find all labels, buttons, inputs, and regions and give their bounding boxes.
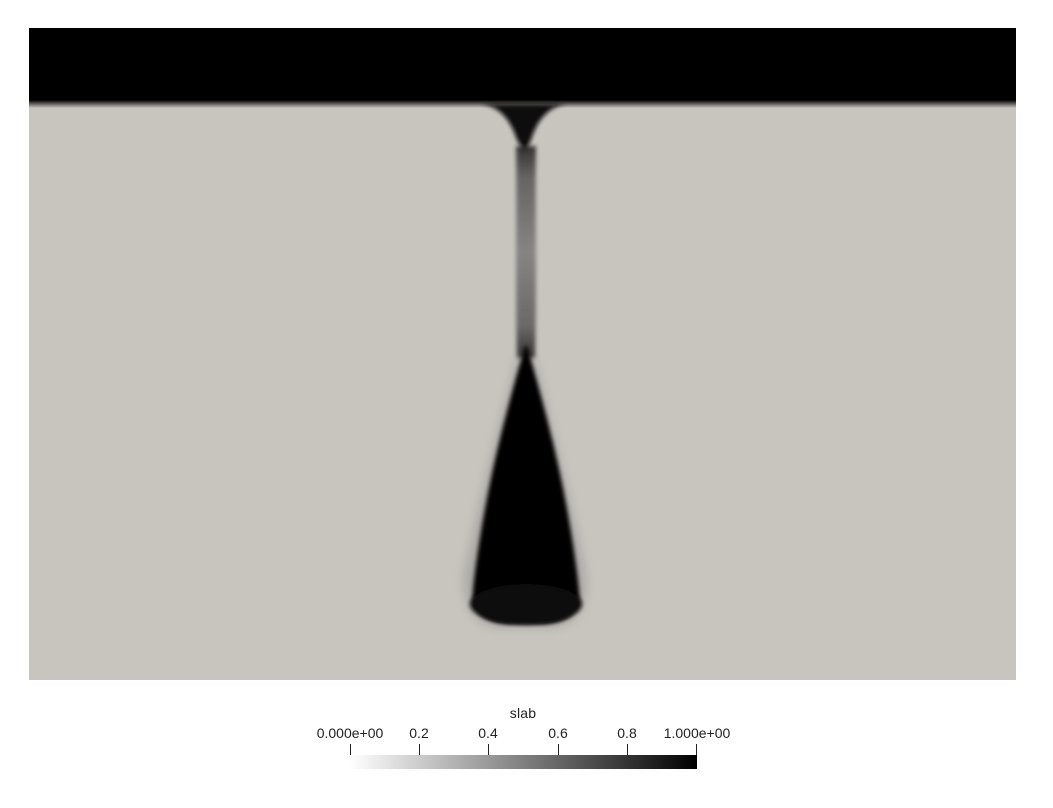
tick-label-4: 0.8 xyxy=(617,725,637,741)
scalar-bar-legend[interactable]: slab 0.000e+00 0.2 0.4 0.6 0.8 1.000e+00 xyxy=(300,700,760,780)
tick-mark-1 xyxy=(419,744,420,755)
tick-label-1: 0.2 xyxy=(409,725,429,741)
tick-mark-5 xyxy=(696,744,697,755)
color-gradient-bar xyxy=(350,755,697,769)
slab-field-render[interactable] xyxy=(29,28,1016,680)
tick-mark-0 xyxy=(350,744,351,755)
tick-label-2: 0.4 xyxy=(478,725,498,741)
tick-mark-2 xyxy=(488,744,489,755)
tick-label-0: 0.000e+00 xyxy=(316,725,384,741)
tick-mark-3 xyxy=(558,744,559,755)
tick-mark-4 xyxy=(627,744,628,755)
slab-drip-body xyxy=(472,346,580,624)
slab-drip-tip xyxy=(470,584,582,624)
slab-neck xyxy=(516,146,536,358)
scalar-bar-title: slab xyxy=(509,705,537,721)
slab-field-plot xyxy=(29,28,1016,680)
top-slab-layer xyxy=(29,28,1016,108)
slab-neck-flare xyxy=(481,104,567,152)
tick-label-5: 1.000e+00 xyxy=(663,725,731,741)
tick-label-3: 0.6 xyxy=(548,725,568,741)
